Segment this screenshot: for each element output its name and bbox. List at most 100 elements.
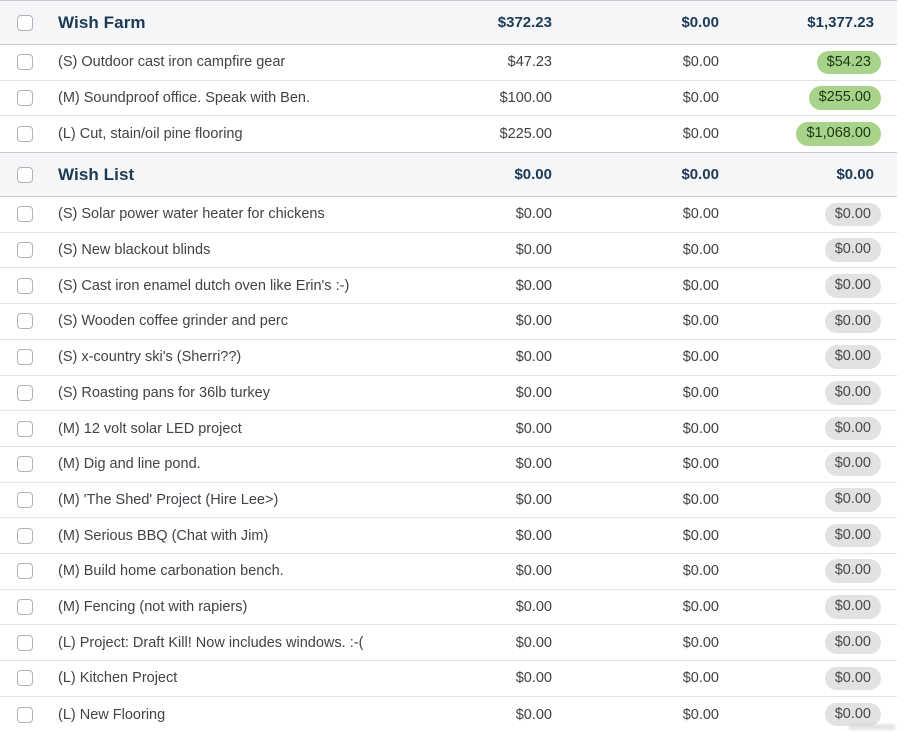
available-pill[interactable]: $0.00 [824, 345, 881, 369]
row-checkbox[interactable] [17, 527, 33, 544]
available-pill[interactable]: $1,068.00 [796, 122, 881, 147]
activity-amount[interactable]: $0.00 [682, 277, 719, 294]
available-pill[interactable]: $0.00 [824, 452, 881, 477]
row-checkbox[interactable] [17, 420, 33, 437]
category-row[interactable]: (M) 12 volt solar LED project $0.00 $0.0… [0, 411, 897, 447]
available-pill[interactable]: $0.00 [824, 523, 881, 548]
budgeted-amount[interactable]: $0.00 [515, 563, 552, 580]
category-name[interactable]: (L) New Flooring [58, 706, 166, 723]
category-name[interactable]: (L) Project: Draft Kill! Now includes wi… [58, 634, 364, 651]
row-checkbox[interactable] [17, 206, 33, 223]
category-name[interactable]: (S) Cast iron enamel dutch oven like Eri… [58, 277, 350, 294]
available-pill[interactable]: $0.00 [824, 595, 881, 619]
available-pill[interactable]: $0.00 [824, 309, 881, 334]
category-row[interactable]: (S) Wooden coffee grinder and perc $0.00… [0, 304, 897, 340]
category-name[interactable]: (L) Cut, stain/oil pine flooring [58, 126, 243, 143]
category-name[interactable]: (S) Roasting pans for 36lb turkey [58, 384, 270, 401]
activity-amount[interactable]: $0.00 [682, 126, 719, 143]
available-pill[interactable]: $0.00 [824, 559, 881, 584]
available-pill[interactable]: $0.00 [824, 666, 881, 691]
category-row[interactable]: (L) Cut, stain/oil pine flooring $225.00… [0, 116, 897, 153]
category-name[interactable]: (S) Outdoor cast iron campfire gear [58, 54, 286, 71]
budgeted-amount[interactable]: $225.00 [499, 126, 552, 143]
group-budgeted-total[interactable]: $0.00 [514, 166, 552, 184]
budgeted-amount[interactable]: $0.00 [515, 384, 552, 401]
available-pill[interactable]: $0.00 [824, 273, 881, 298]
row-checkbox[interactable] [17, 456, 33, 473]
activity-amount[interactable]: $0.00 [682, 563, 719, 580]
row-checkbox[interactable] [17, 54, 33, 71]
budgeted-amount[interactable]: $0.00 [515, 527, 552, 544]
row-checkbox[interactable] [17, 491, 33, 508]
row-checkbox[interactable] [17, 598, 33, 615]
budgeted-amount[interactable]: $0.00 [515, 598, 552, 615]
activity-amount[interactable]: $0.00 [682, 242, 719, 259]
row-checkbox[interactable] [17, 242, 33, 259]
budgeted-amount[interactable]: $0.00 [515, 313, 552, 330]
category-group-header[interactable]: ▼ Wish Farm $372.23 $0.00 $1,377.23 [0, 0, 897, 45]
activity-amount[interactable]: $0.00 [682, 54, 719, 71]
activity-amount[interactable]: $0.00 [682, 456, 719, 473]
activity-amount[interactable]: $0.00 [682, 90, 719, 107]
group-budgeted-total[interactable]: $372.23 [497, 14, 552, 31]
budgeted-amount[interactable]: $100.00 [499, 90, 552, 107]
activity-amount[interactable]: $0.00 [682, 527, 719, 544]
category-row[interactable]: (S) Cast iron enamel dutch oven like Eri… [0, 268, 897, 305]
category-name[interactable]: (S) x-country ski's (Sherri??) [58, 349, 242, 366]
available-pill[interactable]: $54.23 [816, 50, 881, 75]
category-row[interactable]: (L) Kitchen Project $0.00 $0.00 $0.00 [0, 661, 897, 697]
budgeted-amount[interactable]: $0.00 [515, 491, 552, 508]
activity-amount[interactable]: $0.00 [682, 384, 719, 401]
available-pill[interactable]: $0.00 [824, 381, 881, 405]
row-checkbox[interactable] [17, 563, 33, 580]
group-checkbox[interactable] [17, 14, 33, 31]
activity-amount[interactable]: $0.00 [682, 206, 719, 223]
budgeted-amount[interactable]: $0.00 [515, 206, 552, 223]
activity-amount[interactable]: $0.00 [682, 313, 719, 330]
row-checkbox[interactable] [17, 90, 33, 107]
group-activity-total[interactable]: $0.00 [681, 14, 719, 31]
category-name[interactable]: (M) Dig and line pond. [58, 456, 201, 473]
activity-amount[interactable]: $0.00 [682, 706, 719, 723]
row-checkbox[interactable] [17, 277, 33, 294]
activity-amount[interactable]: $0.00 [682, 420, 719, 437]
available-pill[interactable]: $0.00 [824, 416, 881, 441]
available-pill[interactable]: $255.00 [808, 86, 881, 110]
group-activity-total[interactable]: $0.00 [681, 166, 719, 184]
activity-amount[interactable]: $0.00 [682, 634, 719, 651]
budgeted-amount[interactable]: $0.00 [515, 456, 552, 473]
budgeted-amount[interactable]: $47.23 [507, 54, 552, 71]
row-checkbox[interactable] [17, 313, 33, 330]
available-pill[interactable]: $0.00 [824, 702, 881, 727]
group-checkbox[interactable] [17, 166, 33, 183]
row-checkbox[interactable] [17, 670, 33, 687]
activity-amount[interactable]: $0.00 [682, 349, 719, 366]
category-name[interactable]: (L) Kitchen Project [58, 670, 178, 687]
category-row[interactable]: (S) Outdoor cast iron campfire gear $47.… [0, 45, 897, 81]
available-pill[interactable]: $0.00 [824, 488, 881, 512]
category-name[interactable]: (S) New blackout blinds [58, 242, 211, 259]
row-checkbox[interactable] [17, 384, 33, 401]
category-name[interactable]: (M) Build home carbonation bench. [58, 563, 284, 580]
category-name[interactable]: (M) Serious BBQ (Chat with Jim) [58, 527, 269, 544]
category-name[interactable]: (M) 12 volt solar LED project [58, 420, 242, 437]
row-checkbox[interactable] [17, 634, 33, 651]
category-name[interactable]: (M) Fencing (not with rapiers) [58, 598, 248, 615]
group-title[interactable]: Wish Farm [58, 12, 146, 32]
category-name[interactable]: (M) 'The Shed' Project (Hire Lee>) [58, 491, 279, 508]
category-row[interactable]: (L) New Flooring $0.00 $0.00 $0.00 [0, 696, 897, 732]
budgeted-amount[interactable]: $0.00 [515, 670, 552, 687]
category-name[interactable]: (M) Soundproof office. Speak with Ben. [58, 90, 311, 107]
budgeted-amount[interactable]: $0.00 [515, 349, 552, 366]
budgeted-amount[interactable]: $0.00 [515, 634, 552, 651]
category-row[interactable]: (M) 'The Shed' Project (Hire Lee>) $0.00… [0, 482, 897, 519]
available-pill[interactable]: $0.00 [824, 238, 881, 262]
activity-amount[interactable]: $0.00 [682, 670, 719, 687]
available-pill[interactable]: $0.00 [824, 630, 881, 655]
category-row[interactable]: (S) New blackout blinds $0.00 $0.00 $0.0… [0, 232, 897, 269]
category-row[interactable]: (L) Project: Draft Kill! Now includes wi… [0, 625, 897, 661]
category-row[interactable]: (M) Dig and line pond. $0.00 $0.00 $0.00 [0, 446, 897, 483]
group-title[interactable]: Wish List [58, 164, 135, 184]
category-row[interactable]: (M) Build home carbonation bench. $0.00 … [0, 553, 897, 590]
activity-amount[interactable]: $0.00 [682, 598, 719, 615]
